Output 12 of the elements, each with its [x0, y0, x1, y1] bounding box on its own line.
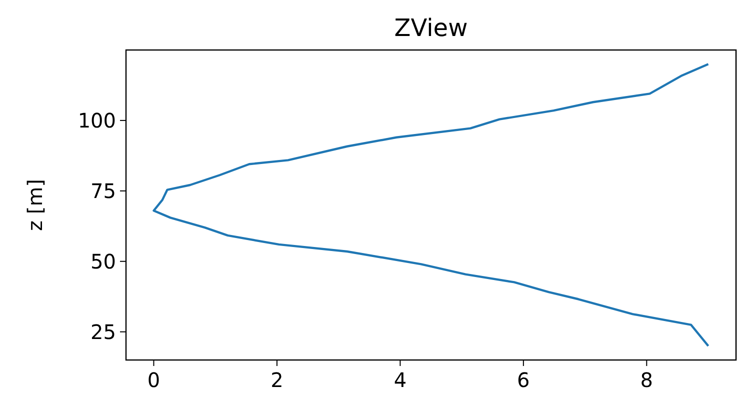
x-tick-label: 4: [394, 368, 407, 392]
x-tick-label: 8: [640, 368, 654, 392]
line-series: [152, 62, 710, 348]
y-axis-title: z [m]: [23, 179, 47, 231]
y-tick-label: 50: [90, 249, 116, 274]
chart-title: ZView: [394, 14, 468, 42]
x-tick-label: 6: [517, 368, 530, 392]
y-tick-label: 75: [90, 178, 116, 203]
x-tick-label: 0: [147, 368, 160, 392]
y-tick-label: 100: [78, 108, 116, 132]
x-tick-label: 2: [270, 368, 284, 392]
y-tick-label: 25: [90, 320, 116, 344]
